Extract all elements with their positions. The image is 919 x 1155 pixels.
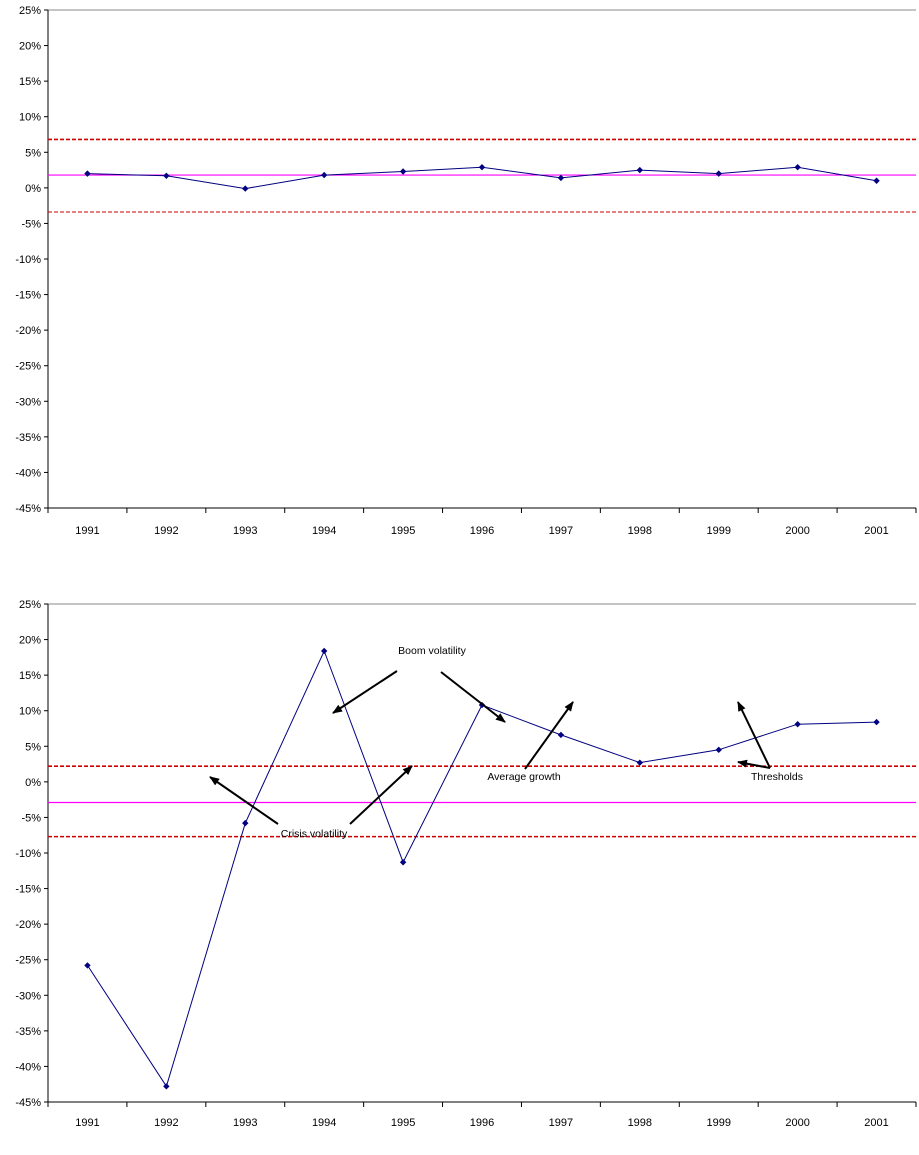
data-point [163, 1083, 170, 1090]
y-tick-label: -30% [15, 396, 41, 408]
y-tick-label: -20% [15, 919, 41, 931]
data-point [873, 718, 880, 726]
annotation-label: Crisis volatility [281, 828, 348, 840]
y-tick-label: -45% [15, 1097, 41, 1109]
chart-1: 25% 20% 15% 10% 5% 0% -5% -10% -15% -20% -25% -30% -… [15, 5, 917, 537]
y-tick-label: 5% [25, 741, 41, 753]
x-tick-label: 2001 [864, 1117, 888, 1129]
data-point [636, 759, 644, 766]
x-tick-label: 2000 [785, 1117, 809, 1129]
x-tick-label: 1997 [549, 525, 573, 537]
y-tick-label: -40% [15, 467, 41, 479]
annotation-arrow [209, 776, 279, 825]
x-tick-label: 1992 [154, 1117, 178, 1129]
y-tick-label: 10% [19, 112, 41, 124]
data-point [399, 859, 407, 866]
y-tick-label: 25% [19, 5, 41, 17]
data-point [873, 177, 880, 184]
y-tick-label: 15% [19, 76, 41, 88]
data-point [320, 647, 328, 655]
data-point [84, 962, 91, 969]
data-point [794, 721, 801, 728]
annotation-arrow [524, 701, 574, 770]
y-tick-label: -5% [21, 812, 41, 824]
y-tick-label: 25% [19, 599, 41, 611]
y-tick-label: -25% [15, 361, 41, 373]
x-tick-label: 1995 [391, 525, 415, 537]
data-point [557, 174, 565, 182]
y-tick-label: 10% [19, 706, 41, 718]
series-line [87, 649, 877, 1088]
data-point [715, 170, 722, 177]
y-tick-label: -35% [15, 432, 41, 444]
annotation-arrow [737, 759, 771, 769]
data-point [478, 164, 486, 171]
x-tick-label: 1994 [312, 1117, 336, 1129]
x-tick-label: 1998 [628, 1117, 652, 1129]
x-tick-label: 1993 [233, 1117, 257, 1129]
y-tick-label: -10% [15, 254, 41, 266]
x-tick-label: 2001 [864, 525, 888, 537]
y-tick-label: -30% [15, 990, 41, 1002]
x-tick-label: 1999 [706, 525, 730, 537]
x-tick-label: 1999 [706, 1117, 730, 1129]
y-tick-label: -45% [15, 503, 41, 515]
annotation-label: Boom volatility [398, 645, 466, 657]
y-tick-label: -10% [15, 848, 41, 860]
data-point [794, 164, 801, 171]
annotation-arrow [332, 670, 398, 714]
annotation-arrow [349, 765, 413, 825]
x-tick-label: 1995 [391, 1117, 415, 1129]
x-tick-label: 1996 [470, 525, 494, 537]
x-tick-label: 1992 [154, 525, 178, 537]
y-tick-label: 0% [25, 777, 41, 789]
annotation-arrow [737, 701, 771, 769]
x-tick-label: 1997 [549, 1117, 573, 1129]
data-point [84, 170, 91, 177]
y-tick-label: -15% [15, 884, 41, 896]
x-tick-label: 1993 [233, 525, 257, 537]
y-tick-label: -40% [15, 1061, 41, 1073]
y-tick-label: 0% [25, 183, 41, 195]
data-point [557, 731, 565, 739]
x-tick-label: 1998 [628, 525, 652, 537]
x-tick-label: 1996 [470, 1117, 494, 1129]
y-tick-label: -15% [15, 290, 41, 302]
x-tick-label: 1994 [312, 525, 336, 537]
annotation-arrow [440, 671, 506, 723]
x-tick-label: 2000 [785, 525, 809, 537]
annotation-label: Thresholds [751, 771, 803, 783]
annotation-label: Average growth [487, 771, 561, 783]
data-point [399, 168, 407, 175]
y-tick-label: 15% [19, 670, 41, 682]
y-tick-label: 20% [19, 635, 41, 647]
data-point [242, 819, 249, 827]
y-tick-label: -25% [15, 955, 41, 967]
chart-2: 25% 20% 15% 10% 5% 0% -5% -10% -15% -20% -25% -30% -… [15, 599, 917, 1129]
y-tick-label: -20% [15, 325, 41, 337]
x-tick-label: 1991 [75, 1117, 99, 1129]
y-tick-label: -5% [21, 218, 41, 230]
data-point [636, 166, 644, 174]
data-point [242, 185, 249, 192]
data-point [163, 172, 170, 179]
data-point [320, 171, 328, 179]
data-point [715, 746, 722, 754]
x-tick-label: 1991 [75, 525, 99, 537]
y-tick-label: 5% [25, 147, 41, 159]
y-tick-label: 20% [19, 41, 41, 53]
y-tick-label: -35% [15, 1026, 41, 1038]
